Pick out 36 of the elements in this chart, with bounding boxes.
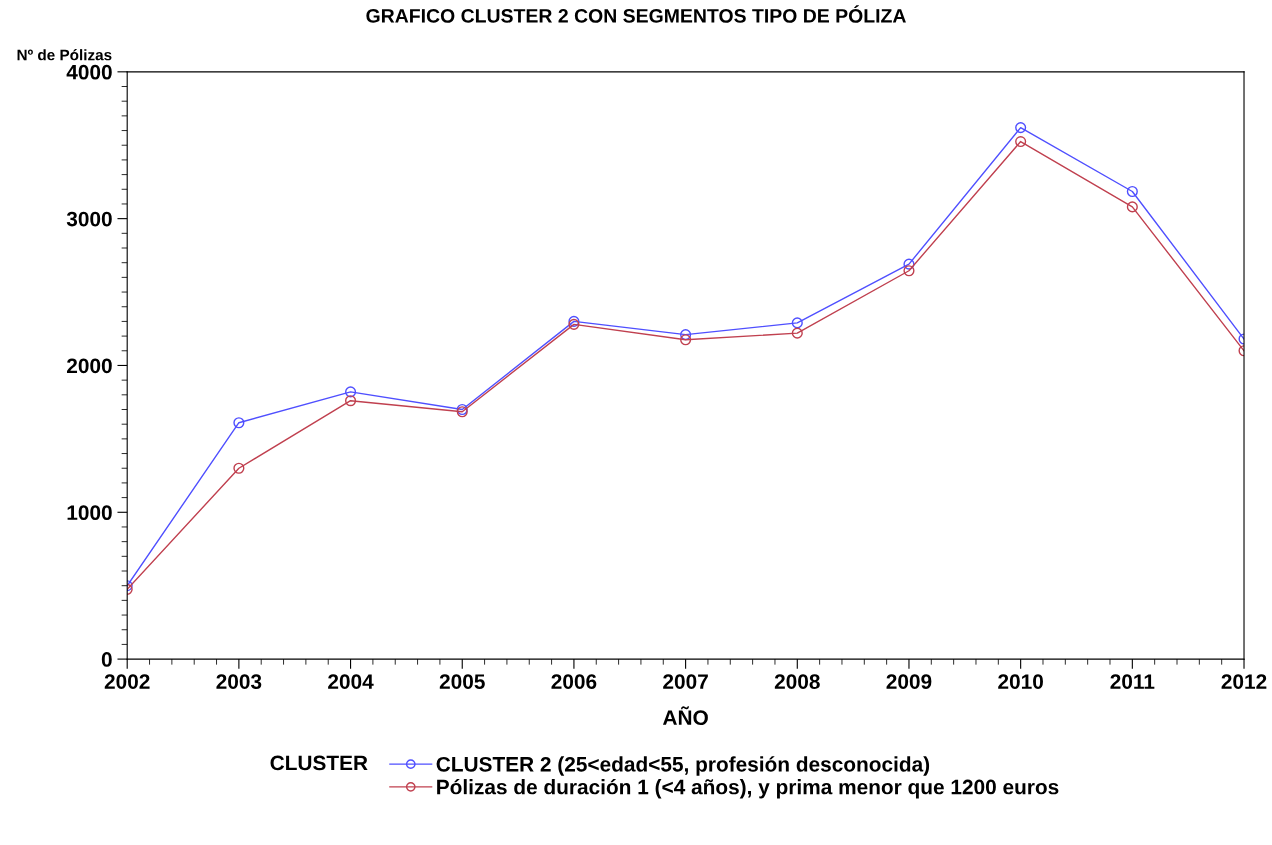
x-tick-label: 2012 [1221,674,1267,689]
y-axis-title: Nº de Pólizas [17,49,112,61]
point [903,265,915,277]
x-tick-label: 2005 [439,674,485,689]
x-tick-label: 2007 [663,674,708,689]
y-tick-label: 2000 [67,358,112,374]
point [791,317,803,329]
point [233,462,245,474]
point [1015,122,1027,134]
point [233,417,245,429]
y-tick-label: 0 [101,652,112,667]
y-tick-label: 4000 [66,64,112,80]
x-tick-label: 2010 [998,674,1043,689]
chart-title: GRAFICO CLUSTER 2 CON SEGMENTOS TIPO DE PÓLIZA [366,5,906,23]
point [1015,136,1027,148]
legend-title: CLUSTER [270,755,368,771]
legend-label: Pólizas de duración 1 (<4 años), y prima menor que 1200 euros [437,778,1059,799]
point [680,329,692,341]
legend-label: CLUSTER 2 (25<edad<55, profesión desconocida) [436,756,930,776]
point [1126,201,1138,213]
point [791,327,803,339]
x-tick-label: 2003 [216,674,262,690]
x-tick-label: 2011 [1110,674,1155,689]
point [345,386,357,398]
x-axis-title: AÑO [662,706,708,726]
point [1126,185,1138,198]
point [903,258,915,270]
y-tick-label: 3000 [66,211,112,227]
x-tick-label: 2009 [886,674,932,689]
point [680,334,692,346]
y-tick-label: 1000 [67,505,112,521]
x-tick-label: 2008 [774,674,820,689]
x-tick-label: 2006 [551,674,597,689]
point [345,395,357,407]
x-tick-label: 2002 [104,674,150,689]
x-tick-label: 2004 [328,674,374,689]
